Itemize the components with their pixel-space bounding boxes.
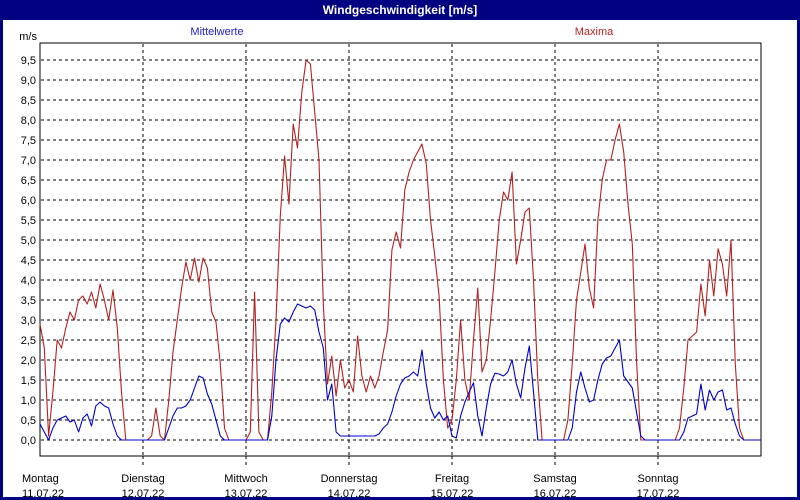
day-date-label: 15.07.22 [431,488,474,500]
y-tick-label: 7,0 [21,155,36,167]
title-bar [0,0,800,20]
day-name-label: Freitag [435,473,469,485]
y-tick-label: 2,0 [21,355,36,367]
y-tick-label: 1,0 [21,395,36,407]
day-name-label: Sonntag [638,473,679,485]
day-date-label: 13.07.22 [225,488,268,500]
y-tick-label: 4,5 [21,255,36,267]
legend-max-label: Maxima [575,26,614,38]
day-date-label: 11.07.22 [22,488,64,500]
day-name-label: Montag [22,473,59,485]
y-tick-label: 1,5 [21,375,36,387]
legend-mean-label: Mittelwerte [190,26,243,38]
y-tick-label: 5,5 [21,215,36,227]
day-name-label: Donnerstag [321,473,378,485]
series-layer [39,59,761,441]
y-axis-unit-label: m/s [19,31,37,43]
day-date-label: 17.07.22 [637,488,680,500]
window-title: Windgeschwindigkeit [m/s] [323,3,478,17]
y-tick-label: 3,0 [21,315,36,327]
y-tick-label: 8,5 [21,95,36,107]
axis-labels-layer: 0,0 0,5 1,0 1,5 2,0 2,5 3,0 3,5 4,0 4,5 5,0 5,5 6,0 6… [21,55,680,500]
y-tick-label: 0,5 [21,415,36,427]
day-name-label: Mittwoch [224,473,267,485]
max-series-line [39,59,761,441]
y-tick-label: 0,0 [21,435,36,447]
grid-layer [41,44,760,468]
day-date-label: 12.07.22 [122,488,165,500]
y-tick-label: 2,5 [21,335,36,347]
y-tick-label: 4,0 [21,275,36,287]
plot-area [39,42,762,457]
y-tick-label: 3,5 [21,295,36,307]
y-tick-label: 9,5 [21,55,36,67]
y-tick-label: 8,0 [21,115,36,127]
y-tick-label: 7,5 [21,135,36,147]
y-tick-label: 6,5 [21,175,36,187]
y-tick-label: 9,0 [21,75,36,87]
y-tick-label: 6,0 [21,195,36,207]
mean-series-line [39,303,761,441]
day-date-label: 14.07.22 [328,488,371,500]
day-name-label: Samstag [533,473,576,485]
day-name-label: Dienstag [121,473,164,485]
day-date-label: 16.07.22 [534,488,577,500]
y-tick-label: 5,0 [21,235,36,247]
